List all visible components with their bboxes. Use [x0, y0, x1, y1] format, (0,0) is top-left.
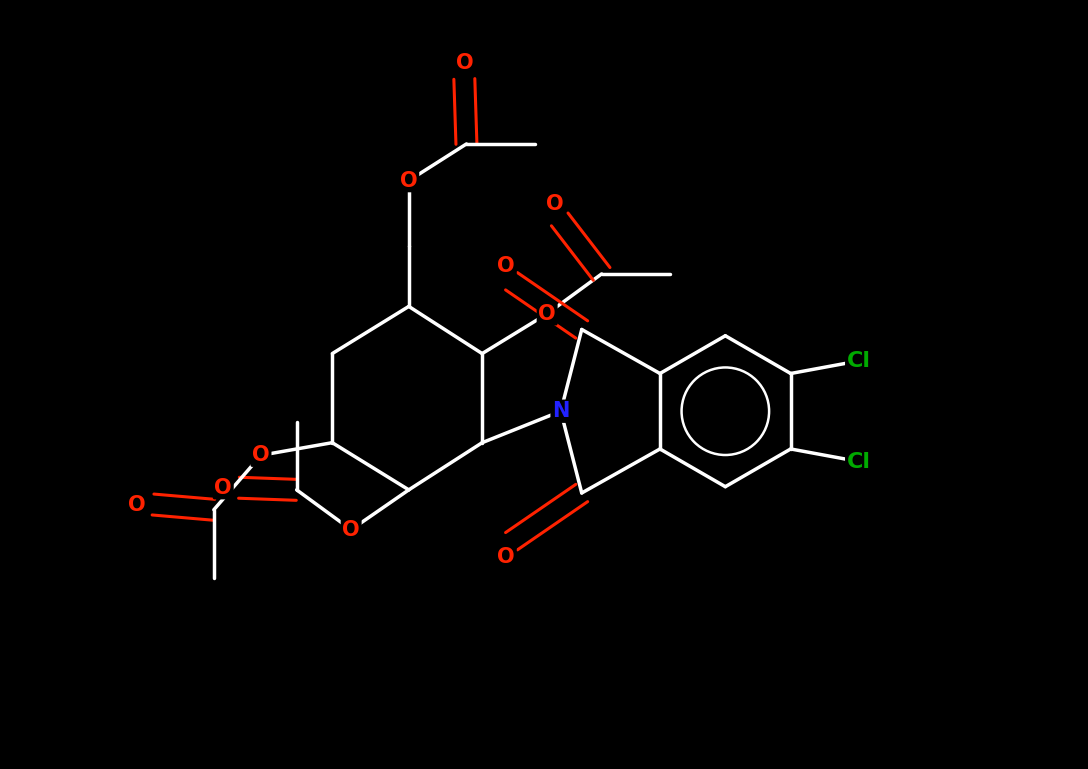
Text: Cl: Cl: [846, 451, 870, 471]
Text: O: O: [497, 255, 515, 275]
Text: O: O: [539, 304, 556, 324]
Text: O: O: [497, 547, 515, 567]
Text: O: O: [128, 494, 146, 514]
Text: O: O: [456, 53, 473, 73]
Text: O: O: [400, 171, 418, 191]
Text: O: O: [343, 520, 360, 540]
Text: O: O: [214, 478, 232, 498]
Text: N: N: [552, 401, 569, 421]
Text: Cl: Cl: [846, 351, 870, 371]
Text: O: O: [252, 445, 270, 465]
Text: O: O: [546, 194, 564, 214]
